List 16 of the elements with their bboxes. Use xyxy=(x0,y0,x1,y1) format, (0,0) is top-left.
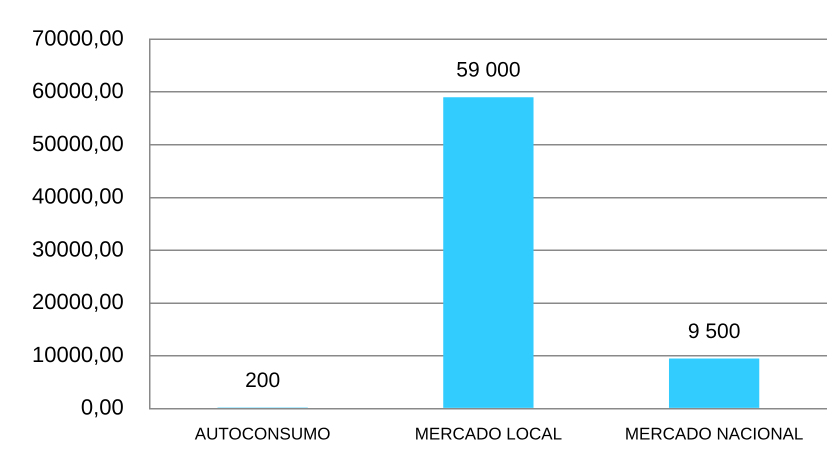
y-tick-label: 30000,00 xyxy=(32,236,124,262)
bar xyxy=(443,97,534,408)
data-label: 200 xyxy=(245,368,280,392)
y-tick-label: 0,00 xyxy=(80,394,124,420)
bar xyxy=(668,358,760,408)
y-tick-label: 20000,00 xyxy=(32,289,124,314)
y-tick-label: 70000,00 xyxy=(32,25,124,50)
data-label: 9 500 xyxy=(688,320,740,343)
y-tick-label: 40000,00 xyxy=(32,184,124,209)
x-tick-label: MERCADO NACIONAL xyxy=(624,424,804,444)
x-tick-label: MERCADO LOCAL xyxy=(414,424,562,444)
x-tick-label: AUTOCONSUMO xyxy=(194,424,330,444)
data-label: 59 000 xyxy=(456,58,520,82)
y-tick-label: 10000,00 xyxy=(32,342,124,367)
y-tick-label: 60000,00 xyxy=(32,78,124,104)
y-tick-label: 50000,00 xyxy=(32,130,124,156)
